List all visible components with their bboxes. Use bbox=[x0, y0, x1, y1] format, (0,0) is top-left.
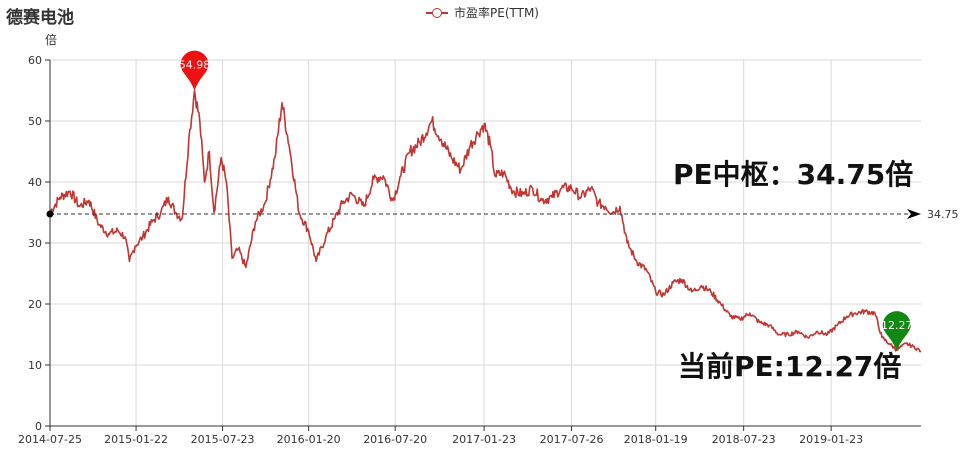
x-tick-label: 2018-07-23 bbox=[712, 433, 776, 446]
y-tick-label: 60 bbox=[28, 54, 42, 67]
x-tick-label: 2017-01-23 bbox=[452, 433, 516, 446]
legend-line-circle-icon bbox=[426, 7, 448, 19]
x-tick-label: 2015-07-23 bbox=[191, 433, 255, 446]
y-tick-label: 10 bbox=[28, 359, 42, 372]
median-arrow-icon bbox=[907, 209, 921, 220]
max-pin-label: 54.98 bbox=[179, 59, 211, 72]
x-tick-label: 2015-01-22 bbox=[104, 433, 168, 446]
y-tick-label: 50 bbox=[28, 115, 42, 128]
y-tick-label: 20 bbox=[28, 298, 42, 311]
pe-series-line bbox=[49, 89, 922, 353]
x-tick-label: 2016-07-20 bbox=[363, 433, 427, 446]
x-tick-label: 2018-01-19 bbox=[624, 433, 688, 446]
x-tick-label: 2017-07-26 bbox=[540, 433, 604, 446]
y-tick-label: 40 bbox=[28, 176, 42, 189]
max-pin-marker-icon bbox=[180, 50, 209, 91]
x-tick-label: 2014-07-25 bbox=[18, 433, 82, 446]
y-tick-label: 30 bbox=[28, 237, 42, 250]
pe-current-annotation: 当前PE:12.27倍 bbox=[678, 350, 902, 383]
current-pin-label: 12.27 bbox=[881, 319, 913, 332]
x-tick-label: 2016-01-20 bbox=[277, 433, 341, 446]
x-tick-label: 2019-01-23 bbox=[799, 433, 863, 446]
chart-title: 德赛电池 bbox=[6, 8, 74, 28]
chart-legend[interactable]: 市盈率PE(TTM) bbox=[426, 4, 539, 21]
y-tick-label: 0 bbox=[35, 420, 42, 433]
legend-label: 市盈率PE(TTM) bbox=[454, 6, 539, 20]
median-start-dot bbox=[46, 210, 54, 218]
pe-median-annotation: PE中枢：34.75倍 bbox=[673, 158, 914, 191]
y-axis-unit-label: 倍 bbox=[45, 33, 58, 47]
current-pin-marker-icon bbox=[882, 311, 911, 352]
median-value-label: 34.75 bbox=[927, 208, 959, 221]
